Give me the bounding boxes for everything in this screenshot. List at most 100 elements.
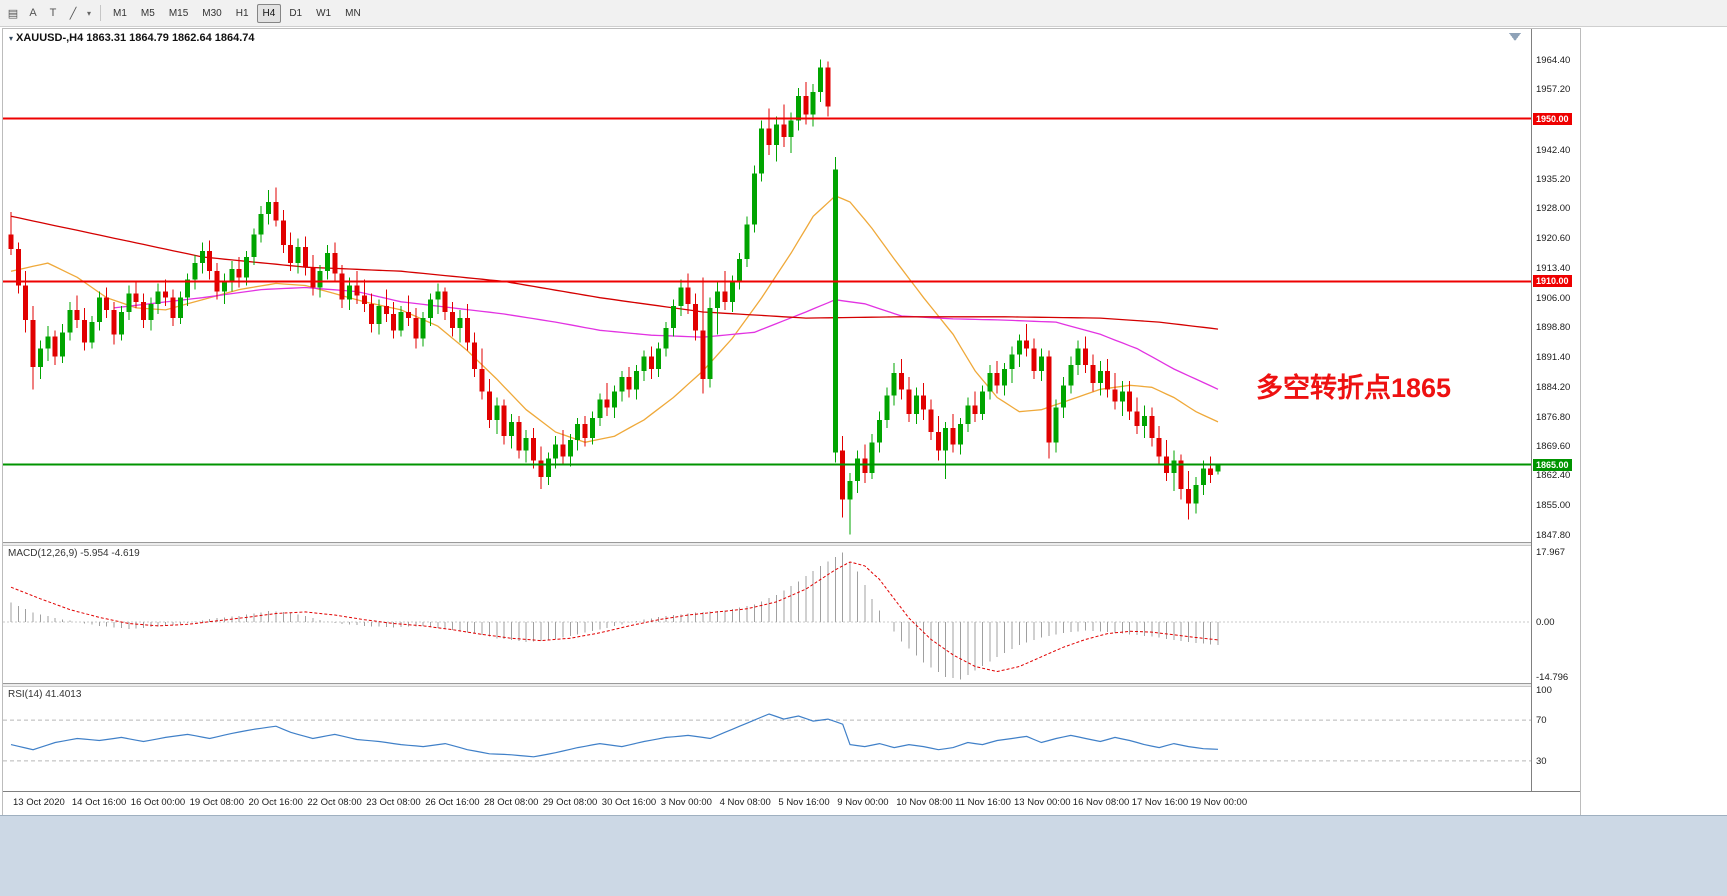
candle-body [1016, 340, 1022, 355]
timeframe-m1-button[interactable]: M1 [113, 7, 127, 19]
price-badge-1865.00: 1865.00 [1533, 458, 1572, 471]
candle-body [148, 303, 154, 321]
candle-body [663, 328, 669, 349]
price-axis[interactable]: 1964.40 1957.20 1950.00 1942.40 1935.20 1928.… [1531, 29, 1580, 791]
candle-body [273, 202, 279, 221]
candle-body [361, 295, 367, 304]
timeframe-w1-button[interactable]: W1 [316, 7, 332, 19]
chart-ohlc-title: ▾ XAUUSD-,H4 1863.31 1864.79 1862.64 1864… [9, 32, 255, 44]
symbol-marker-icon: ▾ [9, 34, 14, 43]
time-axis[interactable]: 13 Oct 2020 14 Oct 16:00 16 Oct 00:00 19 Oc… [3, 791, 1580, 815]
candle-body [582, 423, 588, 439]
price-tick-label: 1920.60 [1536, 233, 1571, 245]
timeframe-m15-button[interactable]: M15 [168, 7, 189, 19]
candle-body [678, 287, 684, 306]
candle-body [302, 246, 308, 268]
text-label-icon[interactable]: T [49, 7, 57, 19]
candle-body [744, 224, 750, 259]
chart-objects-icon[interactable]: ▤ [7, 7, 19, 20]
candle-body [965, 405, 971, 424]
candle-body [141, 301, 146, 321]
rsi-axis-label: 70 [1536, 715, 1547, 727]
candle-body [1097, 371, 1103, 384]
candle-body [869, 442, 875, 473]
candle-body [715, 291, 721, 308]
macd-panel[interactable]: MACD(12,26,9) -5.954 -4.619 [3, 546, 1531, 683]
candle-body [280, 220, 286, 245]
candle-body [199, 250, 205, 264]
candle-body [52, 336, 58, 357]
candle-body [847, 481, 853, 500]
toolbar-separator [100, 5, 101, 21]
chart-shift-marker-icon[interactable] [1509, 33, 1521, 41]
candle-body [15, 248, 21, 286]
candle-body [1046, 356, 1052, 443]
candle-body [854, 458, 860, 481]
trendline-icon[interactable]: ╱ [69, 7, 77, 20]
candle-body [531, 438, 537, 461]
rsi-panel[interactable]: RSI(14) 41.4013 [3, 687, 1531, 789]
candle-body [1009, 354, 1015, 369]
timeframe-m5-button[interactable]: M5 [140, 7, 155, 19]
candle-body [1178, 460, 1184, 490]
candle-body [1134, 411, 1140, 426]
candle-body [111, 309, 117, 335]
annotate-a-icon[interactable]: A [29, 7, 37, 19]
price-badge-1910.00: 1910.00 [1533, 275, 1572, 288]
candle-body [553, 444, 559, 459]
candle-body [170, 297, 176, 319]
time-axis-label: 28 Oct 08:00 [484, 797, 539, 808]
orange-ma-line [10, 195, 1219, 443]
time-axis-label: 10 Nov 08:00 [896, 797, 953, 808]
time-axis-label: 5 Nov 16:00 [778, 797, 830, 808]
time-axis-label: 14 Oct 16:00 [71, 797, 127, 808]
candle-body [486, 391, 492, 420]
candle-body [781, 124, 787, 137]
panel-separator[interactable] [3, 683, 1580, 687]
price-tick-label: 1862.40 [1536, 470, 1571, 482]
candle-body [972, 405, 978, 414]
price-tick-label: 1884.20 [1536, 381, 1571, 393]
candle-body [810, 92, 816, 115]
candle-body [619, 377, 625, 392]
candle-body [648, 356, 654, 369]
bottom-panel [0, 815, 1727, 896]
candle-body [501, 405, 507, 437]
price-tick-label: 1906.00 [1536, 292, 1571, 304]
time-axis-label: 9 Nov 00:00 [837, 797, 889, 808]
candle-body [192, 263, 198, 280]
timeframe-d1-button[interactable]: D1 [289, 7, 303, 19]
timeframe-h4-button[interactable]: H4 [256, 3, 282, 23]
candle-body [332, 252, 338, 274]
candle-body [435, 291, 441, 300]
timeframe-m30-button[interactable]: M30 [202, 7, 222, 19]
candle-body [538, 460, 544, 477]
price-chart-canvas[interactable] [3, 29, 1531, 542]
price-tick-label: 1964.40 [1536, 54, 1571, 66]
candle-body [1208, 468, 1214, 475]
price-tick-label: 1869.60 [1536, 440, 1571, 452]
macd-svg [3, 552, 1531, 680]
macd-label: MACD(12,26,9) -5.954 -4.619 [8, 548, 140, 559]
timeframe-mn-button[interactable]: MN [345, 7, 361, 19]
time-axis-label: 17 Nov 16:00 [1131, 797, 1189, 808]
candle-body [523, 438, 529, 451]
candle-body [1002, 369, 1008, 386]
candle-body [185, 279, 191, 298]
tools-dropdown-icon[interactable]: ▾ [86, 8, 91, 18]
rsi-axis-label: 30 [1536, 755, 1547, 767]
candle-body [258, 214, 264, 235]
candle-body [118, 312, 124, 335]
chinese-annotation-text: 多空转折点1865 [1256, 373, 1452, 403]
candle-body [700, 330, 706, 380]
candle-body [177, 297, 183, 319]
candle-body [163, 291, 169, 298]
candle-body [236, 269, 242, 278]
price-tick-label: 1913.40 [1536, 262, 1571, 274]
panel-separator[interactable] [3, 542, 1580, 546]
candle-body [729, 281, 735, 302]
timeframe-h1-button[interactable]: H1 [235, 7, 249, 19]
candle-body [825, 67, 831, 107]
price-tick-label: 1898.80 [1536, 322, 1571, 333]
candle-body [604, 399, 610, 408]
